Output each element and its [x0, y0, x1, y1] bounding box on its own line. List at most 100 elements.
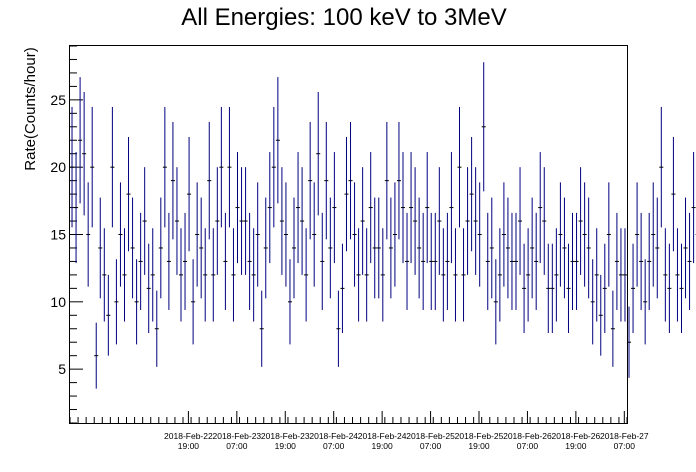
data-point [110, 106, 115, 228]
data-point [316, 92, 321, 216]
data-point [279, 167, 284, 275]
y-axis-label: Rate(Counts/hour) [22, 47, 39, 170]
y-tick-label: 20 [50, 159, 66, 175]
data-point [546, 243, 551, 334]
data-point [368, 152, 373, 264]
data-point [392, 182, 397, 287]
data-point [106, 274, 111, 356]
data-point [340, 243, 345, 334]
data-point [162, 106, 167, 228]
data-point [659, 106, 664, 228]
data-point [94, 322, 99, 389]
data-point [223, 212, 228, 310]
data-point [679, 243, 684, 334]
y-axis: 5 10 15 20 25 [50, 45, 83, 424]
data-point [534, 212, 539, 310]
data-point [485, 212, 490, 310]
data-point [324, 121, 329, 240]
data-point [655, 197, 660, 299]
data-point [526, 228, 531, 322]
data-point [287, 259, 292, 345]
data-point [82, 92, 87, 216]
data-point [530, 197, 535, 299]
data-point [497, 228, 502, 322]
data-point [142, 167, 147, 275]
data-point [558, 182, 563, 287]
data-point [574, 212, 579, 310]
data-point [481, 62, 486, 192]
data-point [501, 182, 506, 287]
x-tick-time: 07:00 [420, 441, 442, 451]
data-point [687, 212, 692, 310]
x-tick-date: 2018-Feb-26 [503, 431, 552, 441]
x-tick-time: 19:00 [275, 441, 297, 451]
data-point [461, 228, 466, 322]
data-point [489, 197, 494, 299]
data-point [477, 182, 482, 287]
data-point [421, 212, 426, 310]
data-point [566, 243, 571, 334]
data-point [590, 259, 595, 345]
data-point [275, 77, 280, 204]
data-point [332, 152, 337, 264]
data-series [70, 62, 696, 389]
data-point [542, 167, 547, 275]
data-point [618, 228, 623, 322]
data-point [578, 167, 583, 275]
data-point [384, 121, 389, 240]
data-point [300, 167, 305, 275]
data-point [90, 106, 95, 228]
data-point [691, 152, 696, 264]
data-point [304, 228, 309, 322]
data-point [283, 182, 288, 287]
x-tick-date: 2018-Feb-23 [212, 431, 261, 441]
x-tick-time: 07:00 [614, 441, 636, 451]
x-tick-time: 19:00 [565, 441, 587, 451]
data-point [635, 182, 640, 287]
data-point [582, 182, 587, 287]
data-point [348, 121, 353, 240]
data-point [138, 212, 143, 310]
data-point [344, 136, 349, 252]
data-point [562, 197, 567, 299]
data-point [538, 152, 543, 264]
data-point [296, 152, 301, 264]
x-tick-date: 2018-Feb-25 [406, 431, 455, 441]
data-point [396, 121, 401, 240]
data-point [98, 197, 103, 299]
y-tick-label: 25 [50, 92, 66, 108]
data-point [376, 197, 381, 299]
data-point [235, 152, 240, 264]
data-point [320, 212, 325, 310]
x-tick-date: 2018-Feb-26 [552, 431, 601, 441]
data-point [518, 167, 523, 275]
data-point [606, 182, 611, 287]
data-point [86, 182, 91, 287]
data-point [473, 167, 478, 275]
data-point [441, 228, 446, 322]
data-point [457, 106, 462, 228]
data-point [154, 290, 159, 367]
data-point [239, 167, 244, 275]
data-point [586, 197, 591, 299]
data-point [505, 197, 510, 299]
data-point [372, 197, 377, 299]
data-point [380, 228, 385, 322]
data-point [336, 290, 341, 367]
data-point [493, 259, 498, 345]
data-point [166, 212, 171, 310]
data-point [388, 197, 393, 299]
data-point [170, 121, 175, 240]
data-point [449, 152, 454, 264]
data-point [651, 182, 656, 287]
chart-title: All Energies: 100 keV to 3MeV [181, 4, 507, 31]
data-point [663, 228, 668, 322]
data-point [255, 182, 260, 287]
y-tick-label: 10 [50, 294, 66, 310]
data-point [453, 228, 458, 322]
data-point [610, 290, 615, 367]
data-point [352, 182, 357, 287]
data-point [405, 212, 410, 310]
y-tick-label: 15 [50, 227, 66, 243]
x-tick-date: 2018-Feb-25 [455, 431, 504, 441]
